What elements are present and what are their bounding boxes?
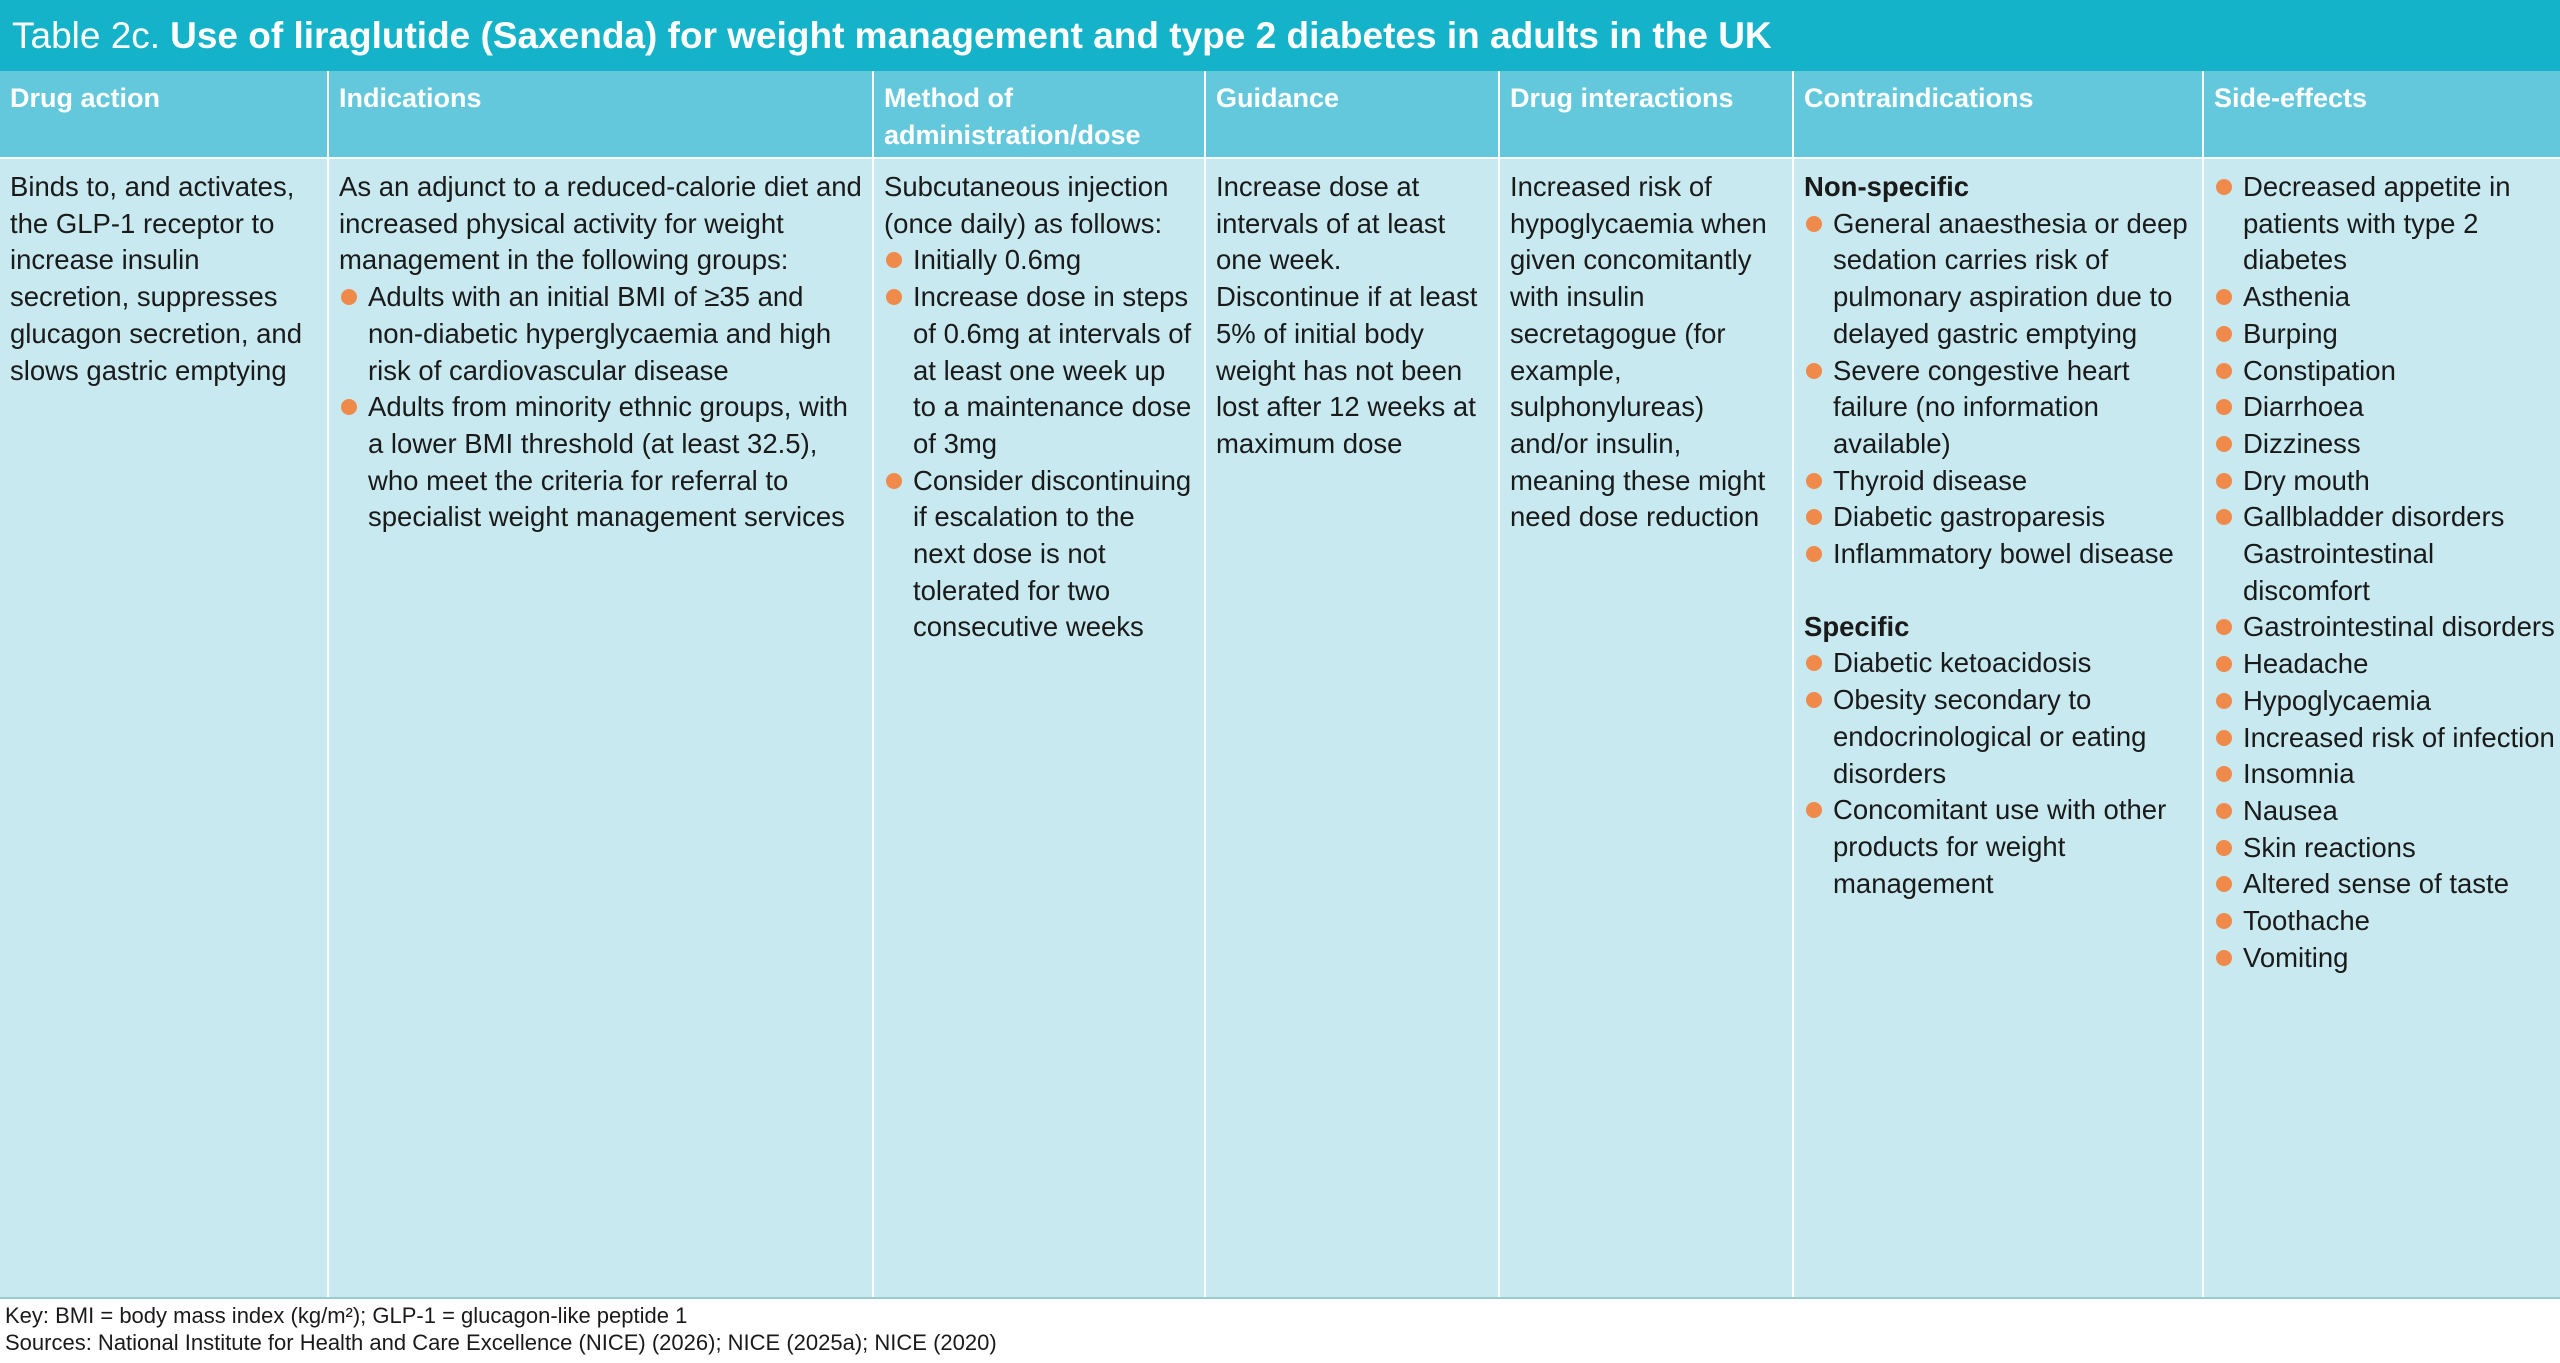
indications-intro: As an adjunct to a reduced-calorie diet … bbox=[339, 171, 862, 276]
method-list: Initially 0.6mg Increase dose in steps o… bbox=[884, 242, 1194, 646]
column-header-indications: Indications bbox=[329, 71, 872, 157]
guidance-text: Increase dose at intervals of at least o… bbox=[1216, 171, 1478, 459]
indications-list: Adults with an initial BMI of ≥35 and no… bbox=[339, 279, 862, 536]
nonspecific-list: General anaesthesia or deep sedation car… bbox=[1804, 206, 2192, 573]
list-item: Burping bbox=[2214, 316, 2560, 353]
list-item: Adults with an initial BMI of ≥35 and no… bbox=[339, 279, 862, 389]
list-item: Diarrhoea bbox=[2214, 389, 2560, 426]
list-item: Increased risk of infection bbox=[2214, 720, 2560, 757]
cell-method: Subcutaneous injection (once daily) as f… bbox=[874, 159, 1204, 1299]
list-item: Inflammatory bowel disease bbox=[1804, 536, 2192, 573]
column-header-drug-interactions: Drug interactions bbox=[1500, 71, 1792, 157]
list-item: Obesity secondary to endocrinological or… bbox=[1804, 682, 2192, 792]
nonspecific-heading: Non-specific bbox=[1804, 171, 1970, 202]
list-item: Altered sense of taste bbox=[2214, 866, 2560, 903]
column-header-contraindications: Contraindications bbox=[1794, 71, 2202, 157]
list-item: Hypoglycaemia bbox=[2214, 683, 2560, 720]
list-item: Skin reactions bbox=[2214, 830, 2560, 867]
list-item: Diabetic gastroparesis bbox=[1804, 499, 2192, 536]
key-note: Key: BMI = body mass index (kg/m²); GLP-… bbox=[5, 1303, 688, 1328]
list-item: Headache bbox=[2214, 646, 2560, 683]
list-item: Thyroid disease bbox=[1804, 463, 2192, 500]
cell-indications: As an adjunct to a reduced-calorie diet … bbox=[329, 159, 872, 1299]
list-item: Decreased appetite in patients with type… bbox=[2214, 169, 2560, 279]
list-item: Constipation bbox=[2214, 353, 2560, 390]
list-item: Severe congestive heart failure (no info… bbox=[1804, 353, 2192, 463]
list-item: Dry mouth bbox=[2214, 463, 2560, 500]
column-header-method: Method of administration/dose bbox=[874, 71, 1204, 157]
drug-interactions-text: Increased risk of hypoglycaemia when giv… bbox=[1510, 171, 1767, 533]
method-intro: Subcutaneous injection (once daily) as f… bbox=[884, 171, 1169, 239]
cell-drug-interactions: Increased risk of hypoglycaemia when giv… bbox=[1500, 159, 1792, 1299]
list-item: Asthenia bbox=[2214, 279, 2560, 316]
drug-table: Drug action Indications Method of admini… bbox=[0, 71, 2560, 1299]
table-title: Table 2c. Use of liraglutide (Saxenda) f… bbox=[0, 0, 2560, 71]
sources-note: Sources: National Institute for Health a… bbox=[5, 1330, 997, 1355]
list-item: Nausea bbox=[2214, 793, 2560, 830]
column-header-drug-action: Drug action bbox=[0, 71, 327, 157]
list-item: Dizziness bbox=[2214, 426, 2560, 463]
cell-contraindications: Non-specific General anaesthesia or deep… bbox=[1794, 159, 2202, 1299]
list-item: Diabetic ketoacidosis bbox=[1804, 645, 2192, 682]
list-item: Initially 0.6mg bbox=[884, 242, 1194, 279]
table-number: Table 2c. bbox=[12, 14, 161, 56]
list-item: Gastrointestinal disorders bbox=[2214, 609, 2560, 646]
drug-action-text: Binds to, and activates, the GLP-1 recep… bbox=[10, 171, 303, 386]
list-item: Consider discontinuing if escalation to … bbox=[884, 463, 1194, 647]
side-effects-list: Decreased appetite in patients with type… bbox=[2214, 169, 2560, 976]
table-footer: Key: BMI = body mass index (kg/m²); GLP-… bbox=[0, 1297, 2560, 1363]
table-caption: Use of liraglutide (Saxenda) for weight … bbox=[170, 14, 1772, 56]
column-header-side-effects: Side-effects bbox=[2204, 71, 2560, 157]
list-item: Insomnia bbox=[2214, 756, 2560, 793]
cell-drug-action: Binds to, and activates, the GLP-1 recep… bbox=[0, 159, 327, 1299]
column-header-guidance: Guidance bbox=[1206, 71, 1498, 157]
cell-guidance: Increase dose at intervals of at least o… bbox=[1206, 159, 1498, 1299]
list-item: Vomiting bbox=[2214, 940, 2560, 977]
list-item: Toothache bbox=[2214, 903, 2560, 940]
specific-heading: Specific bbox=[1804, 610, 1910, 642]
list-item: General anaesthesia or deep sedation car… bbox=[1804, 206, 2192, 353]
list-item: Increase dose in steps of 0.6mg at inter… bbox=[884, 279, 1194, 463]
list-item: Adults from minority ethnic groups, with… bbox=[339, 389, 862, 536]
list-item: Concomitant use with other products for … bbox=[1804, 792, 2192, 902]
cell-side-effects: Decreased appetite in patients with type… bbox=[2204, 159, 2560, 1299]
list-item: Gallbladder disorders Gastrointestinal d… bbox=[2214, 499, 2560, 609]
specific-list: Diabetic ketoacidosis Obesity secondary … bbox=[1804, 645, 2192, 902]
section-spacer bbox=[1804, 573, 2192, 609]
